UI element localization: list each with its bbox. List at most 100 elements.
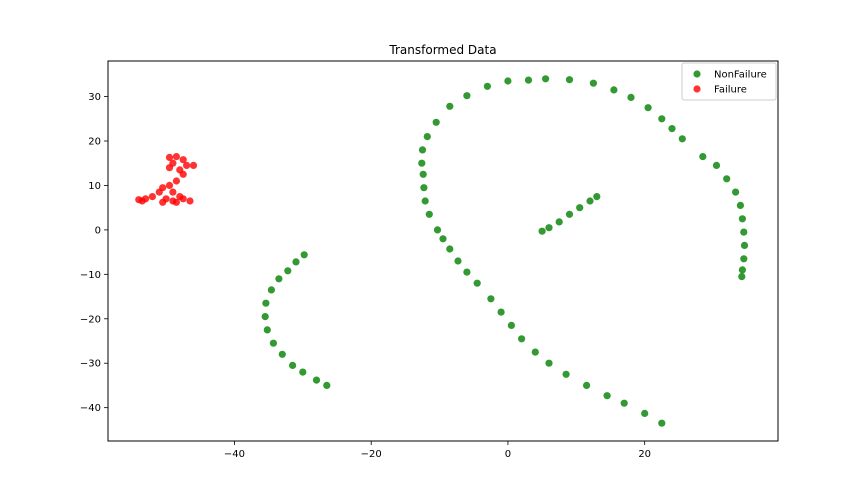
point-nonfailure-61 — [275, 275, 283, 283]
point-nonfailure-64 — [300, 251, 308, 259]
point-nonfailure-25 — [545, 359, 553, 367]
points-layer — [135, 75, 749, 427]
plot-frame — [107, 60, 779, 442]
point-failure-0 — [165, 153, 174, 161]
point-nonfailure-57 — [263, 326, 271, 334]
point-nonfailure-14 — [433, 226, 442, 234]
point-nonfailure-30 — [641, 409, 649, 417]
point-nonfailure-63 — [292, 258, 300, 266]
legend: NonFailure Failure — [681, 62, 777, 101]
point-nonfailure-56 — [269, 339, 277, 347]
chart-title: Transformed Data — [388, 43, 496, 57]
point-failure-19 — [148, 193, 156, 201]
point-nonfailure-0 — [542, 75, 550, 83]
point-failure-18 — [186, 197, 194, 205]
point-nonfailure-45 — [738, 215, 747, 223]
point-nonfailure-12 — [421, 197, 429, 205]
point-nonfailure-43 — [732, 188, 740, 196]
y-tick-label-6: 20 — [88, 137, 101, 148]
point-nonfailure-26 — [562, 370, 570, 378]
point-nonfailure-49 — [738, 266, 747, 274]
y-tick-label-3: −10 — [80, 270, 101, 281]
point-nonfailure-32 — [565, 76, 574, 84]
point-nonfailure-52 — [312, 376, 321, 384]
legend-label-nonfailure: NonFailure — [714, 70, 767, 81]
y-tick-label-7: 30 — [88, 92, 101, 103]
point-failure-7 — [179, 170, 187, 178]
y-tick-label-2: −20 — [80, 314, 101, 325]
point-nonfailure-15 — [439, 235, 447, 243]
y-axis: −40 −30 −20 −10 0 10 20 30 — [80, 92, 108, 414]
point-nonfailure-44 — [736, 201, 745, 209]
point-nonfailure-34 — [610, 86, 618, 94]
point-nonfailure-9 — [418, 159, 426, 167]
point-nonfailure-54 — [289, 361, 297, 369]
point-nonfailure-16 — [446, 245, 454, 253]
point-nonfailure-36 — [644, 104, 652, 112]
x-tick-label-1: −20 — [361, 449, 382, 460]
point-failure-2 — [179, 156, 187, 164]
point-failure-5 — [189, 161, 198, 169]
point-nonfailure-29 — [620, 399, 628, 407]
point-nonfailure-59 — [262, 299, 270, 307]
point-nonfailure-19 — [473, 279, 481, 287]
point-nonfailure-51 — [323, 381, 331, 389]
point-nonfailure-71 — [593, 193, 601, 201]
legend-label-failure: Failure — [714, 85, 747, 96]
point-nonfailure-42 — [723, 175, 731, 183]
x-tick-label-0: −40 — [224, 449, 245, 460]
point-failure-22 — [138, 197, 146, 205]
point-nonfailure-47 — [740, 241, 749, 249]
y-tick-label-0: −40 — [80, 403, 101, 414]
point-nonfailure-20 — [487, 295, 495, 303]
point-nonfailure-22 — [507, 321, 515, 329]
point-nonfailure-68 — [565, 210, 574, 218]
legend-box — [681, 62, 777, 101]
point-nonfailure-1 — [524, 76, 533, 84]
point-nonfailure-53 — [299, 368, 307, 376]
point-nonfailure-66 — [545, 224, 553, 232]
point-failure-13 — [169, 188, 177, 196]
point-nonfailure-37 — [658, 115, 666, 123]
legend-marker-nonfailure — [693, 70, 701, 78]
x-tick-label-2: 0 — [505, 449, 511, 460]
point-nonfailure-70 — [586, 197, 594, 205]
point-nonfailure-24 — [531, 348, 539, 356]
point-failure-8 — [165, 164, 174, 172]
point-nonfailure-38 — [668, 125, 676, 133]
point-nonfailure-13 — [425, 210, 433, 218]
point-nonfailure-11 — [420, 184, 428, 192]
point-nonfailure-40 — [699, 153, 707, 161]
point-failure-4 — [183, 161, 191, 169]
point-failure-24 — [172, 198, 180, 206]
point-nonfailure-50 — [738, 273, 746, 281]
x-tick-label-3: 20 — [638, 449, 651, 460]
point-nonfailure-28 — [603, 392, 611, 400]
point-nonfailure-27 — [583, 381, 591, 389]
point-nonfailure-6 — [432, 118, 440, 126]
point-nonfailure-2 — [504, 77, 512, 85]
point-failure-23 — [159, 198, 167, 206]
point-nonfailure-60 — [267, 286, 275, 294]
point-nonfailure-3 — [483, 82, 491, 90]
point-nonfailure-8 — [418, 146, 427, 154]
point-nonfailure-41 — [712, 161, 721, 169]
y-tick-label-1: −30 — [80, 359, 101, 370]
point-nonfailure-21 — [497, 308, 505, 316]
point-nonfailure-5 — [446, 102, 454, 110]
y-tick-label-5: 10 — [88, 181, 101, 192]
point-nonfailure-58 — [261, 313, 269, 321]
point-failure-9 — [172, 177, 180, 185]
x-axis: −40 −20 0 20 — [224, 441, 651, 460]
point-nonfailure-48 — [740, 255, 748, 263]
y-tick-label-4: 0 — [95, 225, 101, 236]
point-nonfailure-67 — [555, 218, 563, 226]
point-nonfailure-18 — [463, 268, 471, 276]
point-nonfailure-69 — [576, 204, 584, 212]
point-failure-10 — [165, 181, 174, 189]
point-nonfailure-65 — [538, 227, 546, 235]
point-failure-1 — [172, 153, 180, 161]
point-nonfailure-46 — [740, 228, 748, 236]
point-nonfailure-39 — [678, 135, 686, 143]
